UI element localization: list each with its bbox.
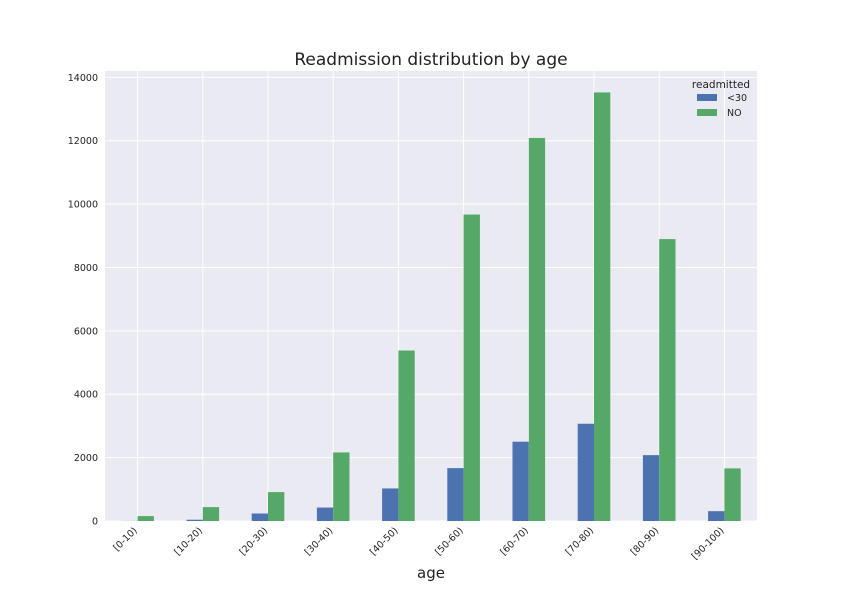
- legend-label-series-1: NO: [727, 108, 742, 119]
- bar-no-8: [659, 239, 676, 521]
- x-tick-label: [20-30): [238, 525, 271, 558]
- bars: [121, 92, 741, 521]
- bar-no-9: [724, 468, 741, 521]
- x-axis-label: age: [417, 564, 445, 582]
- plot-background: [105, 71, 757, 521]
- x-tick-label: [0-10): [111, 525, 139, 553]
- bar-lt30-7: [577, 423, 594, 521]
- y-tick-label: 6000: [74, 326, 98, 337]
- bar-no-5: [463, 214, 480, 521]
- y-tick-labels: 0 2000 4000 6000 8000 10000 12000 14000: [68, 73, 98, 528]
- bar-no-6: [528, 137, 546, 521]
- y-tick-label: 12000: [68, 136, 98, 147]
- y-tick-label: 14000: [68, 73, 98, 84]
- chart-title: Readmission distribution by age: [294, 50, 567, 70]
- legend-swatch-series-1: [697, 109, 717, 116]
- x-tick-label: [60-70): [498, 525, 531, 558]
- legend: readmitted <30 NO: [692, 79, 750, 119]
- bar-no-4: [398, 350, 415, 521]
- bar-no-3: [333, 452, 350, 521]
- y-tick-label: 2000: [74, 453, 98, 464]
- bar-lt30-1: [186, 519, 203, 521]
- bar-lt30-2: [251, 513, 268, 521]
- y-tick-label: 8000: [74, 263, 98, 274]
- bar-lt30-5: [447, 468, 464, 521]
- y-tick-label: 4000: [74, 390, 98, 401]
- x-tick-labels: [0-10) [10-20) [20-30) [30-40) [40-50) [50-60…: [111, 525, 726, 562]
- x-tick-label: [10-20): [172, 525, 205, 558]
- legend-label-series-0: <30: [727, 93, 747, 104]
- x-tick-label: [40-50): [368, 525, 401, 558]
- y-tick-label: 0: [92, 517, 98, 528]
- bar-lt30-3: [316, 507, 334, 521]
- x-tick-label: [30-40): [303, 525, 336, 558]
- legend-title: readmitted: [692, 79, 750, 91]
- bar-no-0: [137, 516, 154, 521]
- bar-lt30-6: [512, 441, 529, 521]
- bar-lt30-9: [708, 511, 725, 521]
- x-tick-label: [50-60): [433, 525, 466, 558]
- x-tick-label: [90-100): [690, 525, 727, 562]
- bar-lt30-4: [382, 488, 399, 521]
- x-tick-label: [70-80): [564, 525, 597, 558]
- bar-no-7: [594, 92, 611, 521]
- bar-no-1: [202, 507, 220, 521]
- bar-no-2: [268, 492, 285, 521]
- bar-lt30-8: [642, 455, 660, 521]
- y-tick-label: 10000: [68, 200, 98, 211]
- legend-swatch-series-0: [697, 94, 717, 101]
- x-tick-label: [80-90): [629, 525, 662, 558]
